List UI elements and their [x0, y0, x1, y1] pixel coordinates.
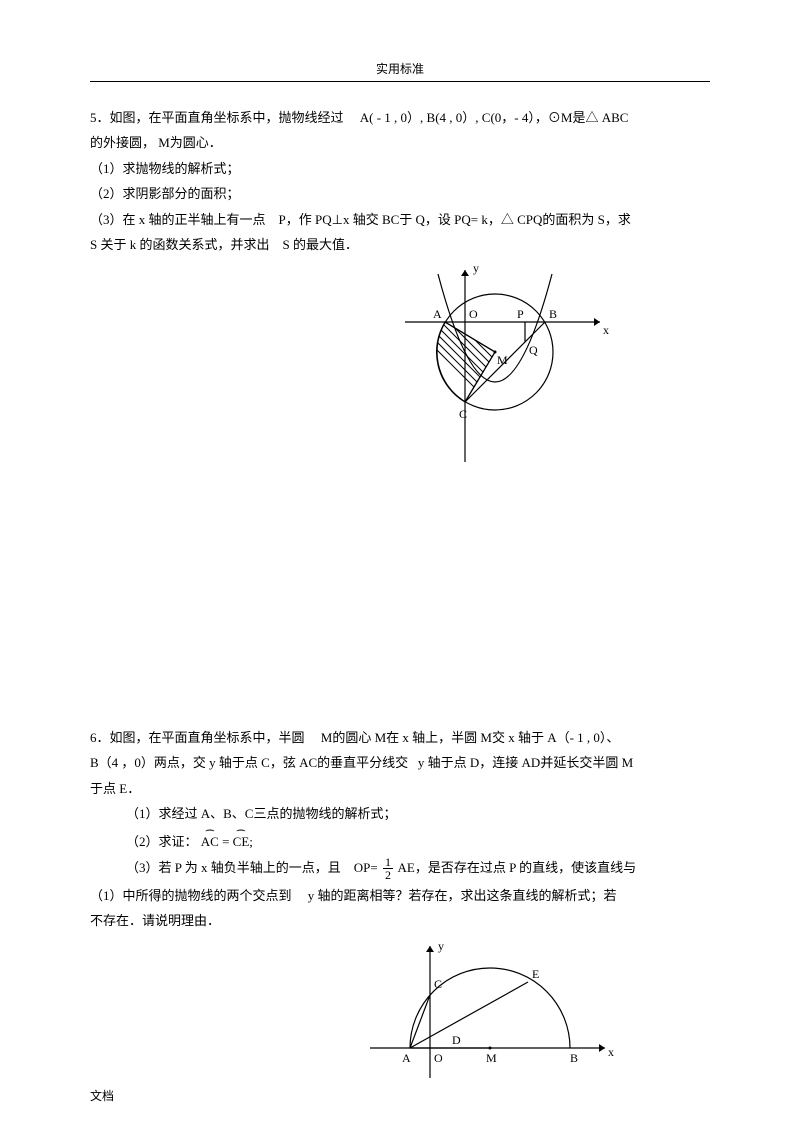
p6-figure: A O D M B C E x y [270, 938, 710, 1095]
p6-q1: （1）求经过 A、B、C三点的抛物线的解析式； [90, 802, 710, 825]
document-body: 5．如图，在平面直角坐标系中，抛物线经过 A( - 1 , 0）, B(4 , … [90, 106, 710, 1096]
p6-label-c: C [434, 977, 442, 991]
p6-arc2: CE [233, 827, 250, 853]
p6-label-a: A [402, 1051, 411, 1065]
p5-line1: 5．如图，在平面直角坐标系中，抛物线经过 A( - 1 , 0）, B(4 , … [90, 106, 710, 129]
p5-q4a: S 关于 k 的函数关系式，并求出 [90, 237, 269, 252]
p5-label-b: B [549, 307, 557, 321]
p6-line5b: y 轴的距离相等？若存在，求出这条直线的解析式；若 [308, 888, 617, 903]
p5-label-x: x [603, 323, 609, 337]
p6-q2a: （2）求证： [126, 834, 198, 849]
p6-line5: （1）中所得的抛物线的两个交点到 y 轴的距离相等？若存在，求出这条直线的解析式… [90, 884, 710, 907]
p6-label-m: M [486, 1051, 497, 1065]
p6-line5a: （1）中所得的抛物线的两个交点到 [90, 888, 292, 903]
page-header-title: 实用标准 [90, 60, 710, 77]
p6-q2eq: = [222, 834, 229, 849]
p6-label-b: B [570, 1051, 578, 1065]
page-footer: 文档 [90, 1087, 114, 1104]
p6-q3c: AE，是否存在过点 P 的直线，使该直线与 [398, 860, 637, 875]
p6-line2b: y 轴于点 D，连接 AD并延长交半圆 M [418, 755, 633, 770]
p5-q4b: S 的最大值． [282, 237, 357, 252]
p6-label-o: O [434, 1051, 443, 1065]
p6-arc1: AC [201, 827, 219, 853]
p5-figure: A O P B x y M Q C [290, 262, 710, 479]
p5-q3a: （3）在 x 轴的正半轴上有一点 [90, 212, 266, 227]
p6-q3: （3）若 P 为 x 轴负半轴上的一点，且 OP= 1 2 AE，是否存在过点 … [90, 856, 710, 882]
p5-line2: 的外接圆， M为圆心． [90, 131, 710, 154]
p5-label-q: Q [529, 343, 538, 357]
p6-label-e: E [532, 967, 539, 981]
p6-line2a: B（4 ，0）两点，交 y 轴于点 C，弦 AC的垂直平分线交 [90, 755, 408, 770]
p5-q3b: P，作 PQ⊥x 轴交 BC于 Q，设 PQ= k，△ CPQ的面积为 S，求 [279, 212, 631, 227]
problem-spacer [90, 484, 710, 724]
header-rule [90, 81, 710, 82]
p5-q2: （2）求阴影部分的面积； [90, 182, 710, 205]
p5-label-o: O [469, 307, 478, 321]
p5-label-c: C [459, 407, 467, 421]
p6-line1b: M的圆心 M在 x 轴上，半圆 M交 x 轴于 A（- 1 , 0）、 [321, 730, 620, 745]
p5-q4: S 关于 k 的函数关系式，并求出 S 的最大值． [90, 233, 710, 256]
p6-svg: A O D M B C E x y [360, 938, 620, 1088]
p6-label-x: x [608, 1045, 614, 1059]
p6-line3: 于点 E． [90, 777, 710, 800]
p5-label-y: y [473, 262, 479, 275]
p6-label-y: y [438, 939, 444, 953]
p6-line1: 6．如图，在平面直角坐标系中，半圆 M的圆心 M在 x 轴上，半圆 M交 x 轴… [90, 726, 710, 749]
p6-frac-den: 2 [383, 869, 393, 882]
p5-line1b: A( - 1 , 0）, B(4 , 0）, C(0，- 4），⊙M是△ ABC [360, 110, 629, 125]
p6-frac-num: 1 [383, 856, 393, 869]
p5-label-a: A [433, 307, 442, 321]
p5-q1: （1）求抛物线的解析式； [90, 157, 710, 180]
p6-line6: 不存在．请说明理由． [90, 909, 710, 932]
p6-q2: （2）求证： AC = CE; [90, 827, 710, 853]
p5-label-m: M [497, 353, 508, 367]
p6-q3a: （3）若 P 为 x 轴负半轴上的一点，且 [126, 860, 341, 875]
p5-svg: A O P B x y M Q C [385, 262, 615, 472]
p6-frac: 1 2 [383, 856, 393, 882]
p6-label-d: D [452, 1033, 461, 1047]
p5-line1a: 5．如图，在平面直角坐标系中，抛物线经过 [90, 110, 344, 125]
p6-line2: B（4 ，0）两点，交 y 轴于点 C，弦 AC的垂直平分线交 y 轴于点 D，… [90, 751, 710, 774]
p6-line1a: 6．如图，在平面直角坐标系中，半圆 [90, 730, 305, 745]
p5-q3: （3）在 x 轴的正半轴上有一点 P，作 PQ⊥x 轴交 BC于 Q，设 PQ=… [90, 208, 710, 231]
p5-label-p: P [517, 307, 524, 321]
p6-q3b: OP= [354, 860, 378, 875]
p6-q2end: ; [249, 834, 253, 849]
